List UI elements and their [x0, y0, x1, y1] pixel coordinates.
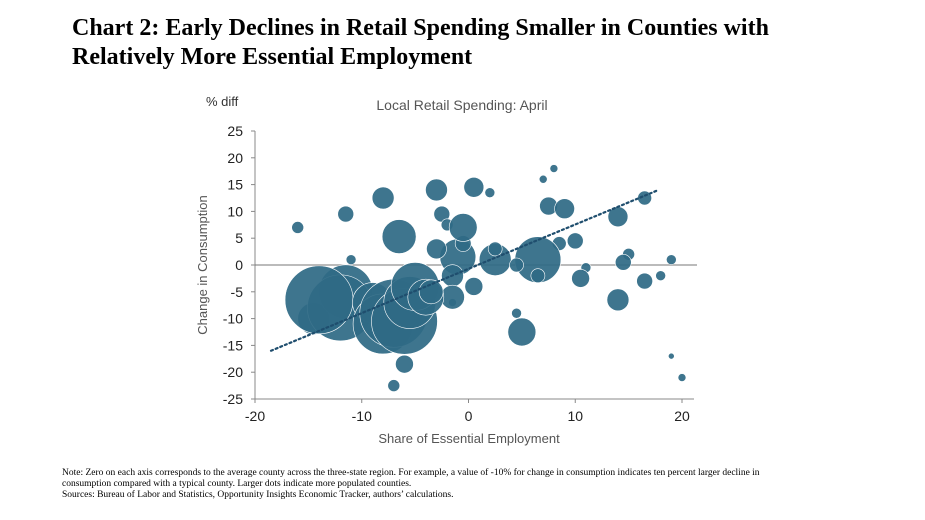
x-tick-label: 20 — [674, 408, 690, 424]
y-tick-label: -15 — [223, 337, 243, 353]
x-tick-label: -20 — [245, 408, 265, 424]
y-tick-label: -20 — [223, 364, 243, 380]
y-tick-label: -10 — [223, 311, 243, 327]
x-tick-label: 0 — [465, 408, 473, 424]
y-tick-label: 10 — [227, 203, 243, 219]
scatter-point — [387, 379, 401, 392]
scatter-point — [511, 307, 522, 319]
scatter-point — [668, 352, 675, 360]
x-tick-label: -10 — [352, 408, 372, 424]
scatter-point — [655, 270, 666, 282]
scatter-point — [418, 279, 444, 305]
y-tick-label: -5 — [231, 284, 244, 300]
y-unit-label: % diff — [206, 94, 239, 109]
scatter-point — [371, 186, 395, 210]
chart-title-block: Chart 2: Early Declines in Retail Spendi… — [72, 14, 902, 72]
scatter-point — [530, 268, 546, 284]
y-axis-label: Change in Consumption — [195, 195, 210, 334]
scatter-point — [566, 232, 584, 250]
y-tick-label: -25 — [223, 391, 243, 407]
scatter-point — [614, 254, 632, 271]
note-line-3: Sources: Bureau of Labor and Statistics,… — [62, 490, 454, 500]
scatter-point — [554, 198, 575, 220]
scatter-point — [464, 277, 484, 296]
scatter-point — [636, 272, 653, 290]
chart-subtitle: Local Retail Spending: April — [376, 97, 547, 113]
scatter-point — [395, 354, 414, 374]
scatter-point — [381, 219, 417, 254]
scatter-point — [509, 257, 524, 273]
scatter-point — [507, 317, 537, 347]
scatter-point — [677, 373, 687, 382]
scatter-point — [291, 221, 305, 234]
title-line-1: Chart 2: Early Declines in Retail Spendi… — [72, 15, 769, 41]
scatter-point — [484, 187, 496, 198]
footnote: Note: Zero on each axis corresponds to t… — [62, 468, 892, 501]
scatter-point — [606, 288, 630, 312]
scatter-point — [487, 241, 503, 257]
x-tick-label: 10 — [567, 408, 583, 424]
y-tick-label: 0 — [235, 257, 243, 273]
note-line-2: consumption compared with a typical coun… — [62, 479, 412, 489]
scatter-point — [337, 205, 355, 223]
note-line-1: Note: Zero on each axis corresponds to t… — [62, 468, 760, 478]
x-axis-label: Share of Essential Employment — [378, 431, 560, 446]
scatter-point — [463, 176, 485, 198]
scatter-point — [345, 254, 357, 265]
scatter-point — [448, 213, 478, 242]
trend-line — [269, 188, 660, 352]
scatter-point — [425, 178, 448, 202]
scatter-point — [538, 174, 548, 184]
scatter-point — [426, 238, 447, 260]
y-tick-label: 15 — [227, 177, 243, 193]
scatter-point — [549, 164, 559, 173]
y-tick-label: 25 — [227, 123, 243, 139]
y-tick-label: 5 — [235, 230, 243, 246]
title-line-2: Relatively More Essential Employment — [72, 44, 473, 70]
scatter-point — [571, 269, 590, 288]
scatter-point — [284, 265, 354, 335]
y-tick-label: 20 — [227, 150, 243, 166]
scatter-point — [666, 254, 677, 265]
